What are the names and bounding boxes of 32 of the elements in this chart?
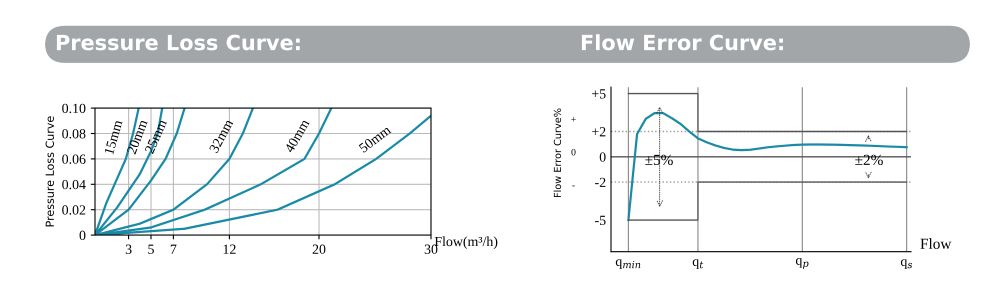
- x-tick-label: 20: [312, 244, 326, 254]
- y-tick-label: 0: [600, 152, 606, 162]
- y-tick-label: 0.06: [62, 154, 86, 164]
- y-tick-label: -2: [595, 178, 606, 187]
- x-tick-label: q$_{p}$: [796, 258, 808, 269]
- y-tick-label: 0: [80, 230, 86, 240]
- line-series: [627, 112, 908, 222]
- y-tick-label: 0.02: [62, 205, 86, 215]
- x-tick-label: q$_{s}$: [900, 259, 912, 269]
- chart-title: Flow Error Curve:: [582, 34, 783, 50]
- x-tick-label: q$_{t}$: [692, 259, 704, 269]
- y-tick-label: -5: [595, 216, 606, 226]
- chart-title: Pressure Loss Curve:: [56, 34, 300, 50]
- text: 15mm: [104, 119, 123, 155]
- text: 0: [571, 148, 576, 156]
- x-tick-label: q$_{min}$: [616, 259, 640, 269]
- x-axis-title: Flow: [920, 238, 952, 249]
- text: 40mm: [284, 118, 310, 154]
- y-axis-title: Flow Error Curve%: [554, 108, 562, 198]
- y-axis-title: Pressure Loss Curve: [46, 116, 54, 226]
- text: +: [571, 116, 576, 122]
- x-tick-label: 12: [224, 244, 236, 254]
- x-tick-label: 5: [148, 244, 154, 254]
- y-tick-label: 0.04: [62, 180, 86, 190]
- x-tick-label: 7: [170, 244, 176, 254]
- y-tick-label: +2: [592, 127, 606, 136]
- y-tick-label: +5: [592, 89, 606, 99]
- annotation: ±2%: [855, 154, 883, 166]
- y-tick-label: 0.10: [62, 104, 86, 114]
- x-tick-label: 3: [126, 244, 132, 254]
- annotation: ±5%: [645, 154, 673, 166]
- y-tick-label: 0.08: [62, 129, 86, 139]
